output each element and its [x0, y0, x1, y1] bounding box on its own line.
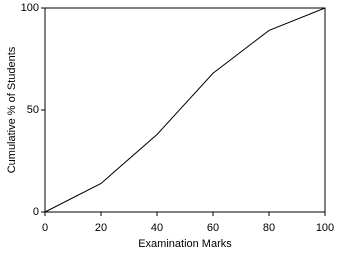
x-axis-label: Examination Marks: [138, 238, 232, 250]
y-tick-label: 100: [21, 2, 39, 14]
y-tick-label: 50: [27, 104, 39, 116]
x-tick-label: 40: [151, 222, 163, 234]
x-tick-label: 20: [95, 222, 107, 234]
x-tick-label: 80: [263, 222, 275, 234]
y-tick-label: 0: [33, 206, 39, 218]
plot-frame: [44, 7, 326, 213]
x-tick-label: 0: [42, 222, 48, 234]
data-line: [44, 7, 326, 213]
y-axis-label: Cumulative % of Students: [6, 46, 18, 173]
x-tick-label: 100: [316, 222, 334, 234]
x-tick-label: 60: [207, 222, 219, 234]
